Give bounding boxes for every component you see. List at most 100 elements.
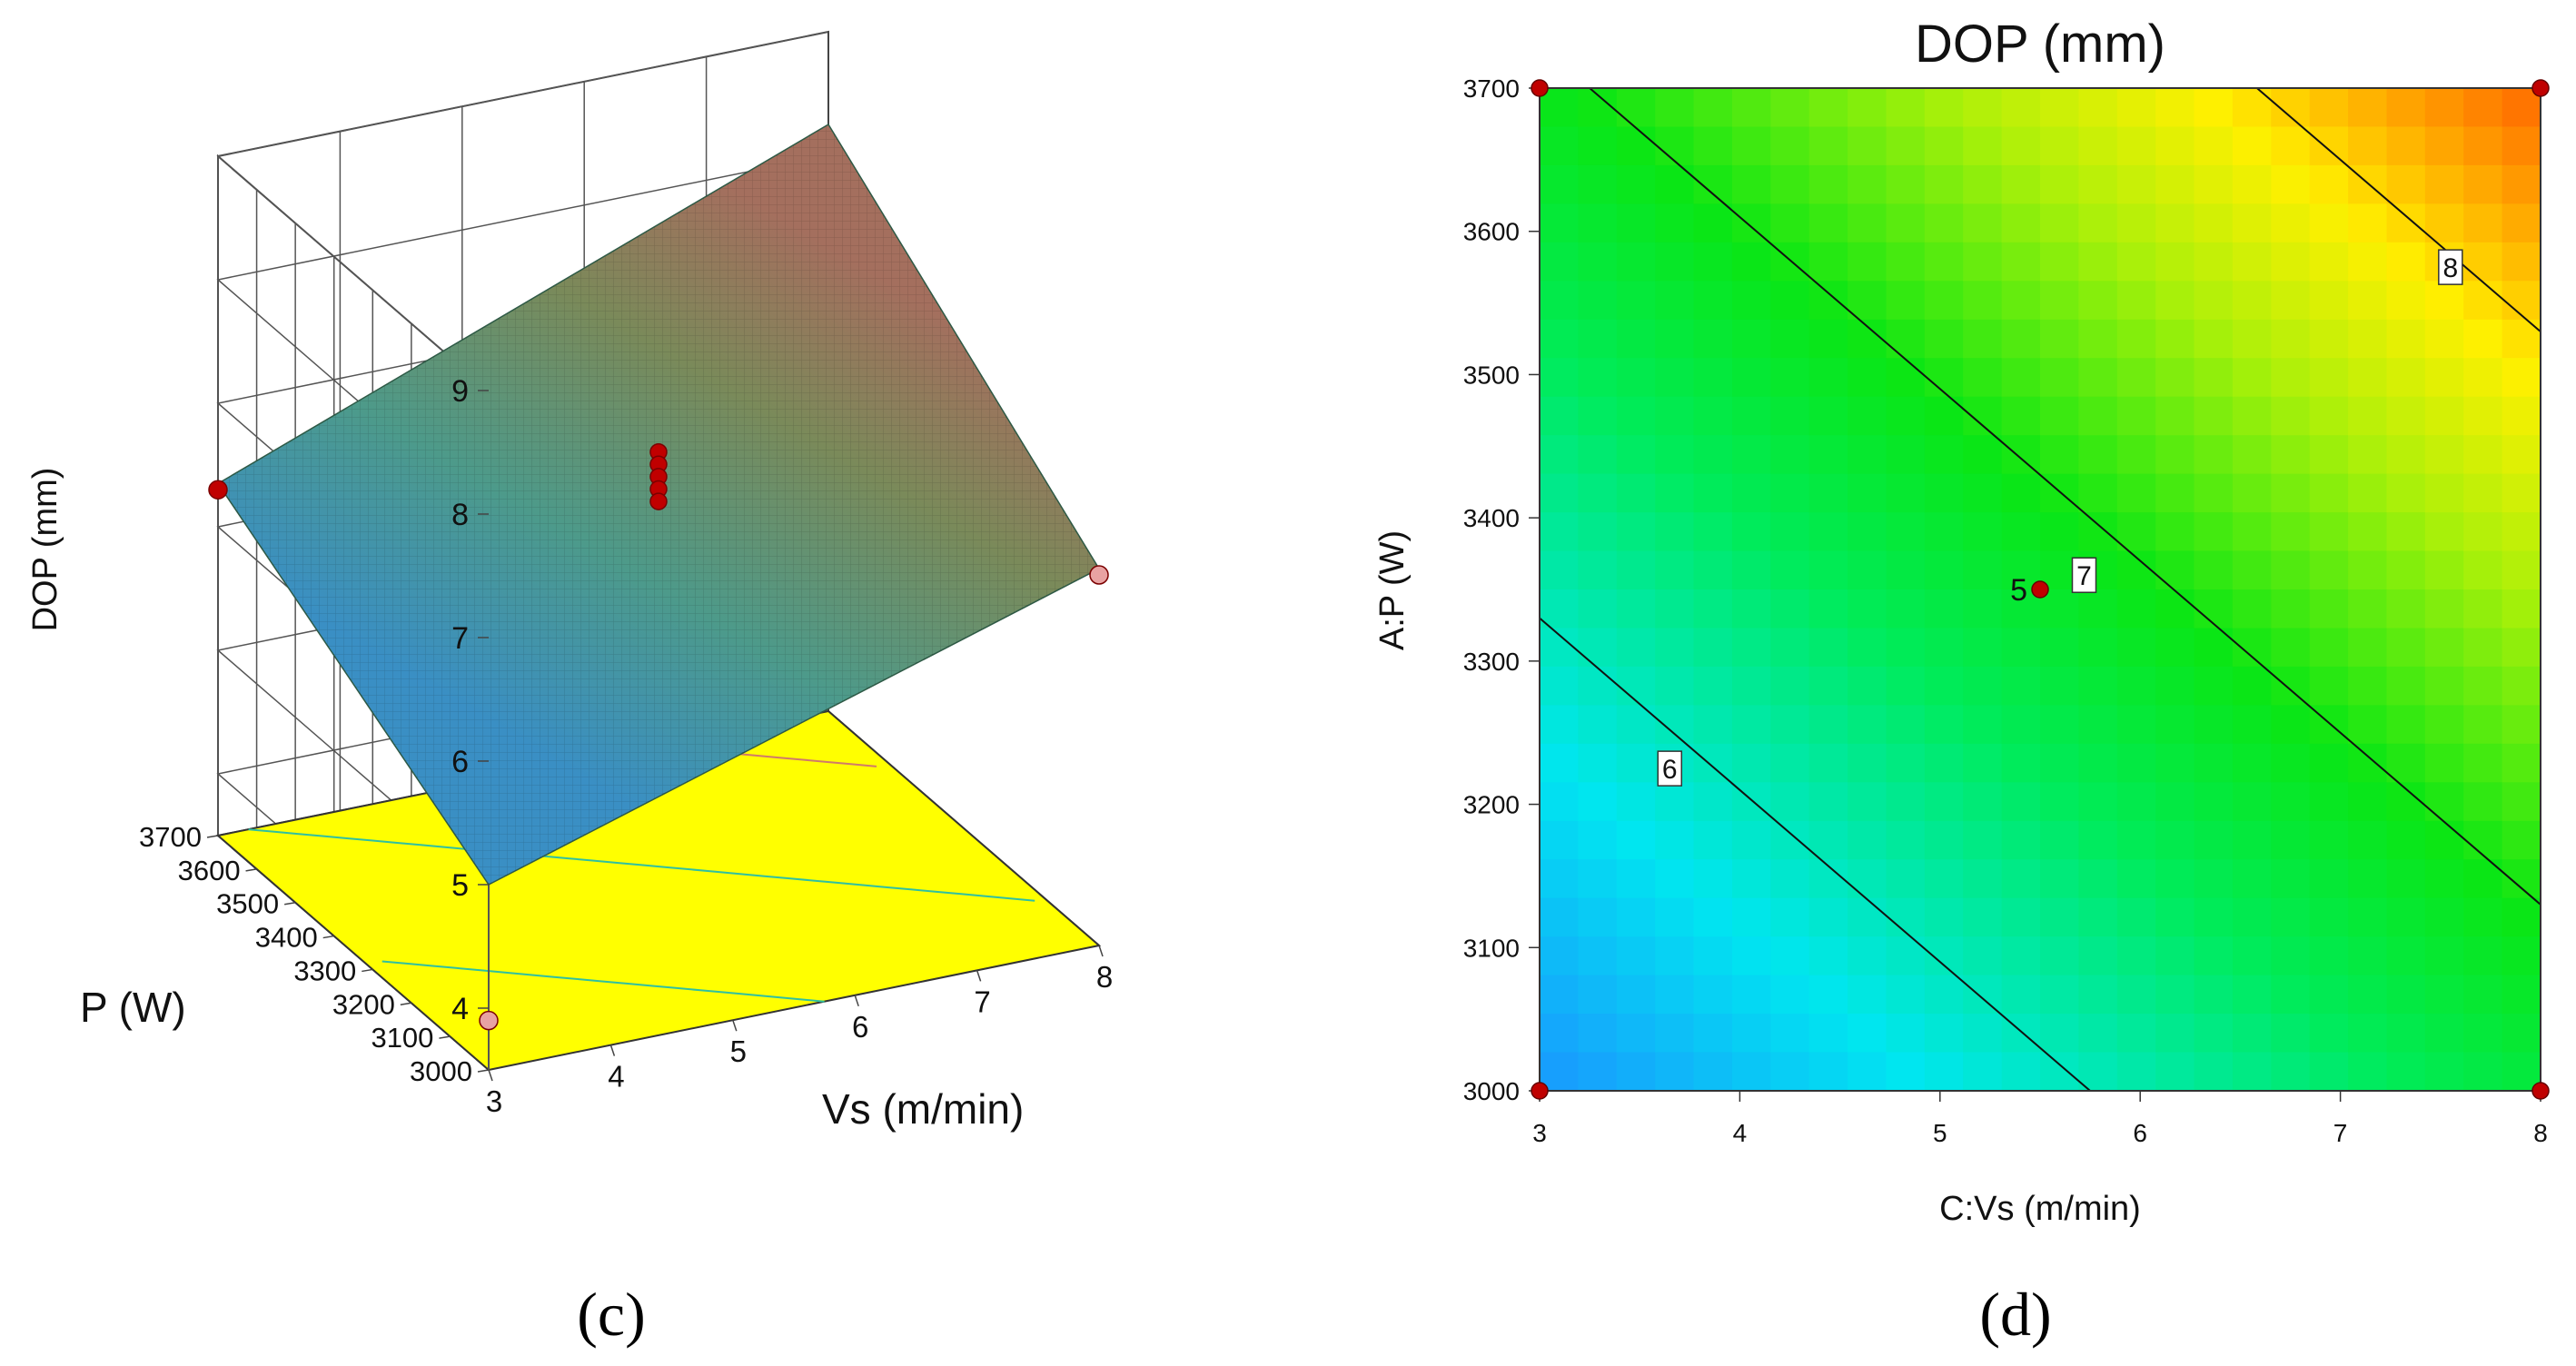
contour-cell (2116, 859, 2156, 899)
contour-cell (1693, 705, 1733, 745)
contour-cell (2040, 897, 2080, 937)
contour-cell (2502, 512, 2541, 552)
contour-cell (1540, 126, 1580, 166)
contour-cell (2386, 164, 2426, 205)
contour-cell (2348, 666, 2388, 707)
contour-cell (1540, 203, 1580, 243)
contour-cell (2502, 550, 2541, 590)
contour-cell (1693, 203, 1733, 243)
contour-cell (2424, 859, 2464, 899)
x-tick-mark (488, 1069, 493, 1082)
contour-cell (2386, 820, 2426, 861)
contour-cell (1924, 1052, 1964, 1091)
contour-cell (1655, 975, 1695, 1015)
contour-cell (2232, 358, 2273, 398)
contour-cell (1963, 975, 2003, 1015)
contour-label: 8 (2442, 253, 2458, 283)
design-point (1531, 1082, 1549, 1100)
contour-cell (1655, 319, 1695, 360)
contour-cell (2348, 705, 2388, 745)
contour-cell (2502, 705, 2541, 745)
contour-cell (2309, 859, 2349, 899)
contour-cell (2386, 512, 2426, 552)
contour-cell (1616, 705, 1656, 745)
contour-cell (1578, 936, 1618, 976)
x-axis-label: C:Vs (m/min) (1939, 1190, 2141, 1228)
contour-cell (1886, 859, 1926, 899)
contour-cell (2155, 628, 2195, 668)
contour-cell (1886, 782, 1926, 822)
contour-cell (1924, 242, 1964, 282)
contour-cell (2155, 705, 2195, 745)
contour-cell (2194, 782, 2234, 822)
contour-cell (2001, 164, 2041, 205)
contour-cell (2155, 936, 2195, 976)
contour-cell (1848, 473, 1887, 513)
contour-cell (1848, 164, 1887, 205)
contour-cell (2001, 473, 2041, 513)
contour-label-box (2071, 557, 2097, 593)
contour-cell (1808, 782, 1848, 822)
contour-cell (1808, 897, 1848, 937)
contour-cell (2078, 164, 2118, 205)
contour-cell (2502, 820, 2541, 861)
contour-cell (1924, 936, 1964, 976)
contour-cell (1808, 435, 1848, 475)
contour-cell (2386, 358, 2426, 398)
contour-cell (1693, 897, 1733, 937)
contour-cell (2040, 88, 2080, 128)
contour-cell (2194, 435, 2234, 475)
contour-cell (1924, 281, 1964, 321)
contour-cell (1963, 319, 2003, 360)
y-tick-mark (362, 968, 373, 973)
contour-cell (2001, 88, 2041, 128)
y-tick-mark (206, 835, 219, 838)
contour-cell (2116, 435, 2156, 475)
contour-cell (2348, 435, 2388, 475)
contour-axis-ticks: 3 4 5 6 7 8 3000 3100 3200 3300 3400 3500 3600 3700 (1463, 74, 2548, 1147)
contour-cell (1578, 358, 1618, 398)
contour-cell (1540, 1014, 1580, 1054)
contour-cell (2309, 512, 2349, 552)
contour-cell (2463, 589, 2503, 629)
contour-cell (2194, 512, 2234, 552)
contour-cell (1540, 743, 1580, 784)
panel-label-c: (c) (577, 1280, 645, 1349)
contour-cell (2348, 281, 2388, 321)
contour-cell (1924, 88, 1964, 128)
contour-cell (1540, 975, 1580, 1015)
contour-cell (1693, 435, 1733, 475)
contour-cell (2078, 512, 2118, 552)
contour-cell (1886, 897, 1926, 937)
contour-cell (2194, 975, 2234, 1015)
x-tick-label: 7 (2333, 1119, 2348, 1147)
contour-cell (1655, 782, 1695, 822)
contour-cell (1693, 319, 1733, 360)
contour-cell (2116, 705, 2156, 745)
contour-cell (1963, 743, 2003, 784)
contour-cell (1731, 1014, 1772, 1054)
contour-cell (2155, 88, 2195, 128)
contour-cell (2463, 820, 2503, 861)
contour-cell (1693, 1052, 1733, 1091)
contour-cell (1616, 550, 1656, 590)
contour-cell (2116, 512, 2156, 552)
contour-cell (1731, 628, 1772, 668)
contour-cell (2194, 705, 2234, 745)
contour-cell (2116, 1014, 2156, 1054)
contour-cell (1886, 203, 1926, 243)
contour-color-cells (1540, 88, 2541, 1091)
contour-cell (2309, 550, 2349, 590)
y-tick-mark (439, 1035, 451, 1039)
y-axis-label: A:P (W) (1373, 530, 1412, 650)
contour-cell (1731, 242, 1772, 282)
contour-cell (1616, 975, 1656, 1015)
contour-cell (1540, 666, 1580, 707)
contour-cell (2463, 1052, 2503, 1091)
contour-cell (2078, 435, 2118, 475)
contour-cell (1578, 820, 1618, 861)
contour-cell (2348, 936, 2388, 976)
contour-cell (1616, 435, 1656, 475)
contour-cell (2424, 126, 2464, 166)
